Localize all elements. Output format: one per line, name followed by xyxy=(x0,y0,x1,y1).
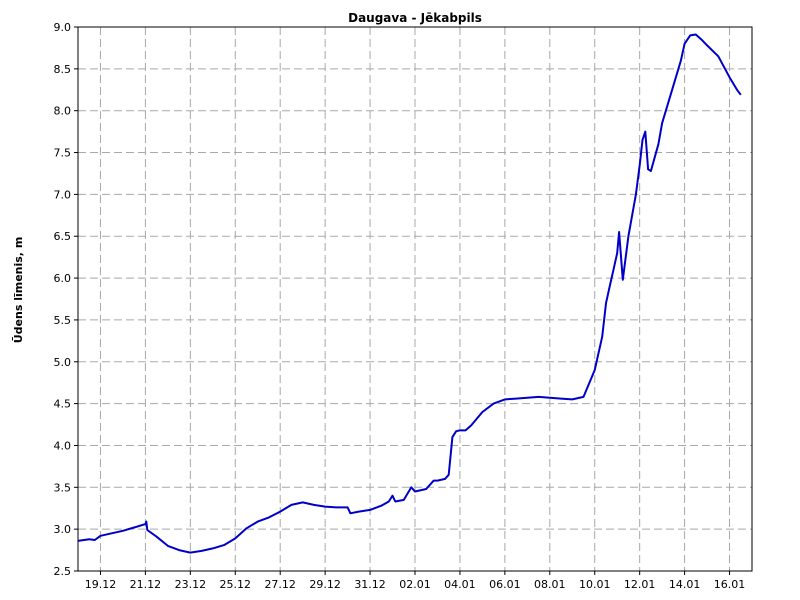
x-tick-label: 21.12 xyxy=(130,578,162,591)
y-axis-ticks: 2.5 3.0 3.5 4.0 4.5 5.0 5.5 6.0 6.5 7.0 7.5 8.0 8.5 9… xyxy=(54,21,78,578)
x-tick-label: 19.12 xyxy=(85,578,117,591)
x-tick-label: 10.01 xyxy=(579,578,611,591)
x-tick-label: 25.12 xyxy=(220,578,252,591)
x-tick-label: 31.12 xyxy=(354,578,386,591)
y-tick-label: 6.5 xyxy=(54,230,72,243)
y-tick-label: 8.0 xyxy=(54,105,72,118)
y-tick-label: 4.5 xyxy=(54,398,72,411)
y-tick-label: 3.5 xyxy=(54,481,72,494)
x-tick-label: 08.01 xyxy=(534,578,566,591)
x-tick-label: 16.01 xyxy=(714,578,746,591)
y-tick-label: 3.0 xyxy=(54,523,72,536)
y-tick-label: 9.0 xyxy=(54,21,72,34)
x-tick-label: 29.12 xyxy=(309,578,341,591)
y-tick-label: 4.0 xyxy=(54,439,72,452)
y-tick-label: 8.5 xyxy=(54,63,72,76)
y-tick-label: 5.5 xyxy=(54,314,72,327)
x-tick-label: 02.01 xyxy=(399,578,431,591)
y-tick-label: 2.5 xyxy=(54,565,72,578)
series-line xyxy=(77,33,742,554)
series-layer xyxy=(77,33,742,554)
x-tick-label: 12.01 xyxy=(624,578,656,591)
y-tick-label: 6.0 xyxy=(54,272,72,285)
chart-title: Daugava - Jēkabpils xyxy=(348,11,482,25)
y-tick-label: 5.0 xyxy=(54,356,72,369)
x-tick-label: 27.12 xyxy=(264,578,296,591)
y-axis-label: Ūdens līmenis, m xyxy=(12,237,25,344)
x-tick-label: 06.01 xyxy=(489,578,521,591)
x-tick-label: 14.01 xyxy=(669,578,701,591)
x-axis-ticks: 19.12 21.12 23.12 25.12 27.12 29.12 31.12 02.01… xyxy=(85,571,746,591)
y-tick-label: 7.5 xyxy=(54,147,72,160)
x-tick-label: 23.12 xyxy=(175,578,207,591)
x-tick-label: 04.01 xyxy=(444,578,476,591)
y-tick-label: 7.0 xyxy=(54,188,72,201)
x-gridlines xyxy=(99,27,731,571)
